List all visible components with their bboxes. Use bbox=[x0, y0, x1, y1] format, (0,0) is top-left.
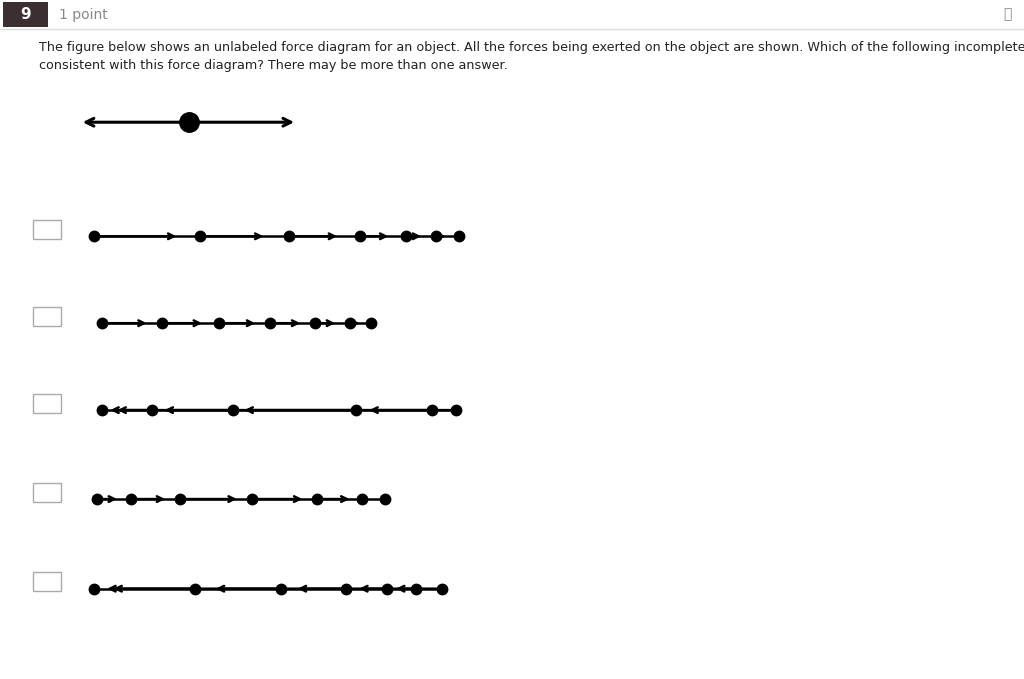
Text: 🖈: 🖈 bbox=[1004, 7, 1012, 22]
Text: 9: 9 bbox=[20, 7, 31, 22]
Text: 1 point: 1 point bbox=[59, 7, 109, 22]
FancyBboxPatch shape bbox=[33, 220, 61, 239]
Text: The figure below shows an unlabeled force diagram for an object. All the forces : The figure below shows an unlabeled forc… bbox=[39, 41, 1024, 54]
Text: consistent with this force diagram? There may be more than one answer.: consistent with this force diagram? Ther… bbox=[39, 59, 508, 72]
FancyBboxPatch shape bbox=[33, 572, 61, 591]
FancyBboxPatch shape bbox=[3, 2, 48, 27]
FancyBboxPatch shape bbox=[33, 307, 61, 326]
FancyBboxPatch shape bbox=[33, 483, 61, 502]
FancyBboxPatch shape bbox=[33, 394, 61, 413]
